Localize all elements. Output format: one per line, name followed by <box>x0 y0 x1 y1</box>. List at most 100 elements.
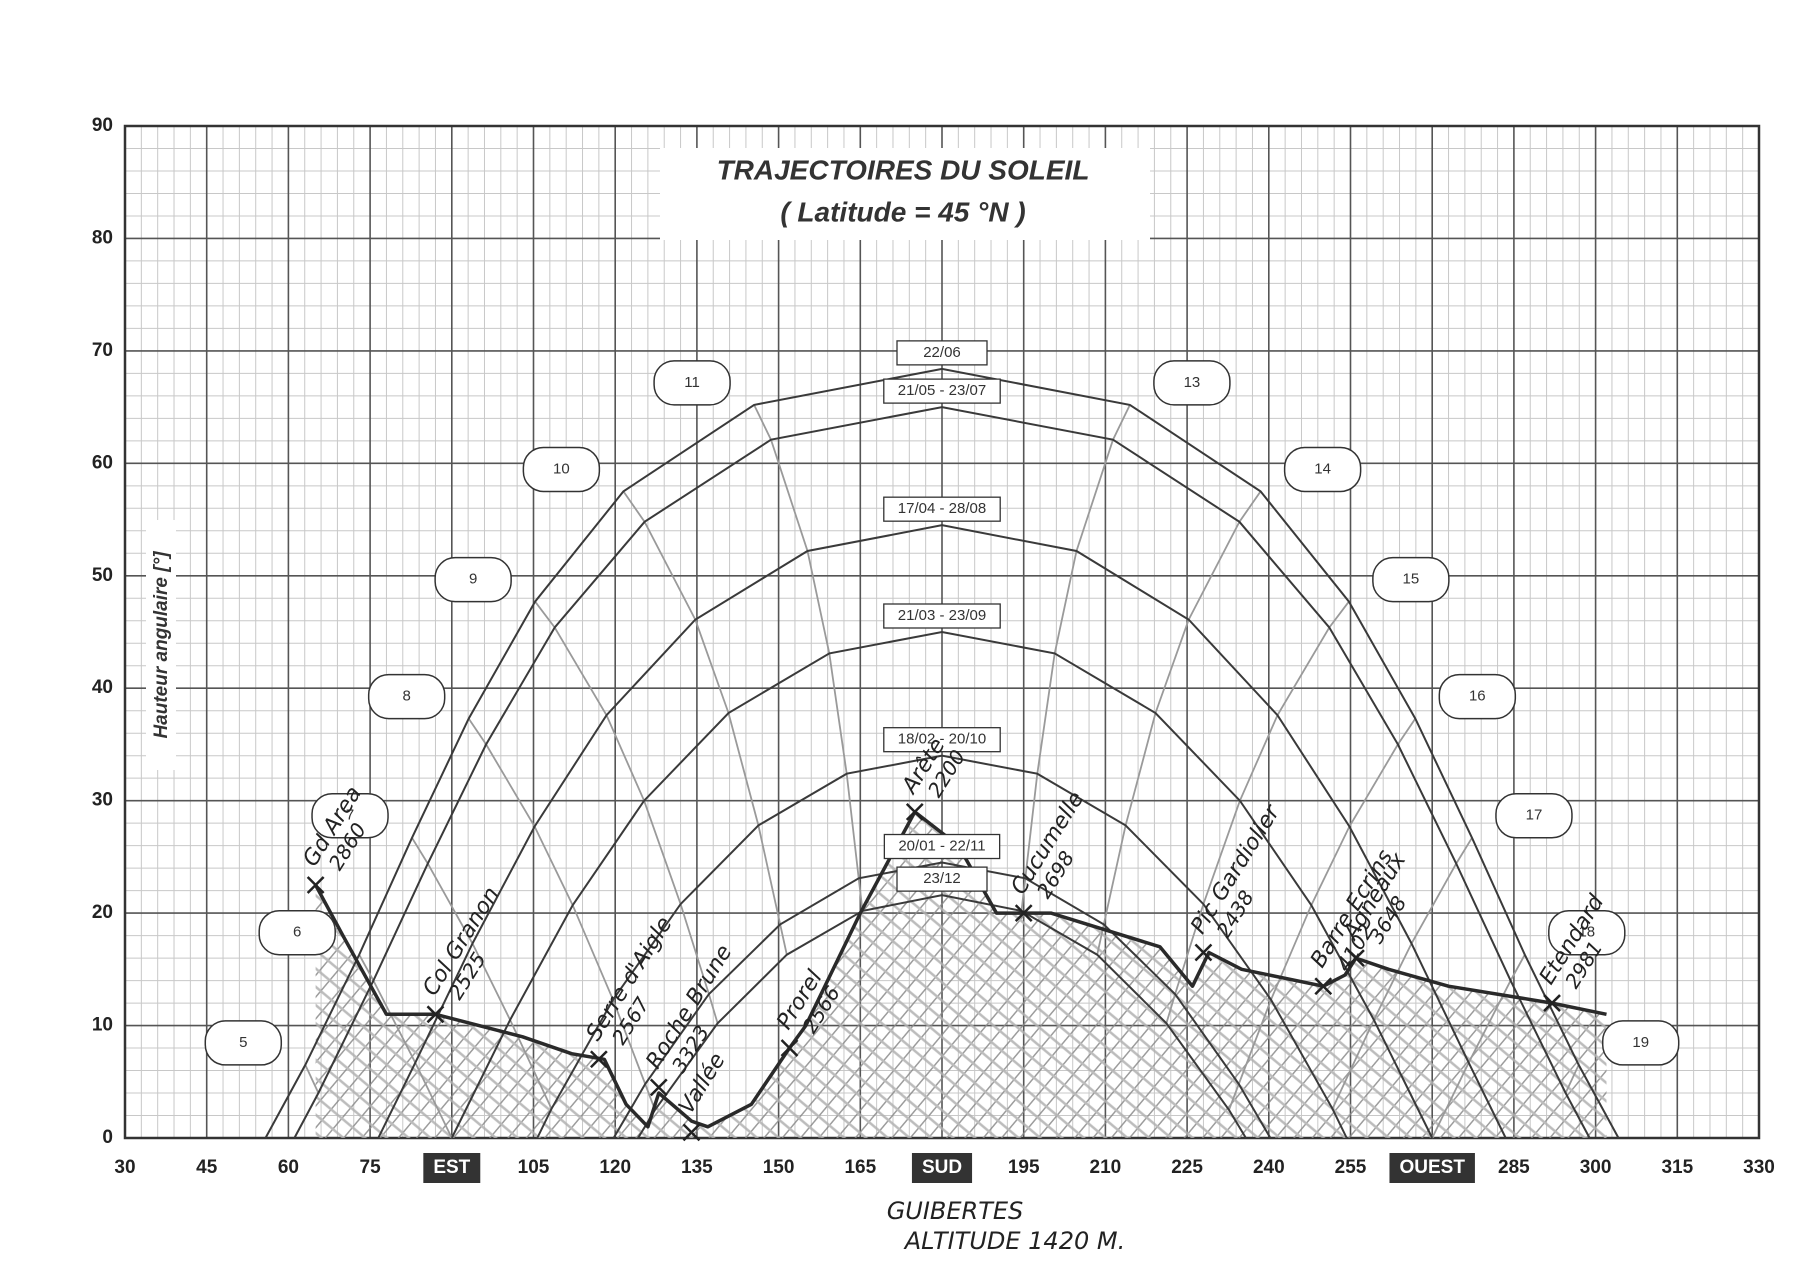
sun-path <box>612 861 1272 1139</box>
hour-label: 16 <box>1469 688 1486 705</box>
x-tick-label: 225 <box>1171 1157 1203 1178</box>
y-tick-label: 0 <box>102 1127 113 1148</box>
peak-marker <box>780 1039 799 1057</box>
peak-marker <box>1194 943 1213 962</box>
y-tick-label: 20 <box>92 902 113 923</box>
hour-label: 17 <box>1526 807 1543 824</box>
y-tick-label: 40 <box>92 677 113 698</box>
sun-path <box>536 754 1348 1139</box>
x-tick-label: 45 <box>196 1157 218 1178</box>
x-tick-label: OUEST <box>1399 1157 1465 1178</box>
peak-marker <box>1314 977 1333 996</box>
path-layer <box>264 367 1620 1139</box>
y-tick-label: 80 <box>92 227 113 248</box>
hour-bubble <box>1548 909 1626 956</box>
sun-path <box>637 894 1247 1139</box>
hour-bubble <box>1438 673 1517 720</box>
peak-marker <box>1014 904 1033 922</box>
hour-bubble <box>522 446 601 493</box>
date-label: 21/05 - 23/07 <box>898 382 986 399</box>
x-tick-label: 210 <box>1090 1157 1122 1178</box>
hour-line <box>358 954 453 1139</box>
date-box <box>883 496 1001 522</box>
sun-path <box>377 524 1507 1139</box>
sun-path <box>450 630 1434 1139</box>
hour-label: 11 <box>684 374 700 391</box>
sun-path <box>264 367 1620 1139</box>
x-tick-box <box>423 1153 481 1183</box>
x-tick-label: 315 <box>1661 1157 1693 1178</box>
x-tick-label: 165 <box>844 1157 876 1178</box>
x-tick-box <box>1389 1153 1475 1183</box>
hour-label: 10 <box>553 460 570 477</box>
hour-bubble <box>1283 446 1362 493</box>
hour-label: 19 <box>1632 1034 1649 1051</box>
caption-line: ALTITUDE 1420 M. <box>903 1227 1125 1255</box>
x-tick-label: EST <box>433 1157 470 1178</box>
title-box <box>660 148 1150 240</box>
hour-bubble <box>653 360 731 406</box>
hour-line <box>1431 954 1526 1139</box>
date-box <box>883 833 1001 860</box>
fill-layer <box>315 811 1607 1138</box>
y-tick-label: 60 <box>92 452 113 473</box>
hour-label: 8 <box>403 688 411 705</box>
x-tick-box <box>911 1153 973 1183</box>
y-label-box <box>146 520 176 770</box>
date-box <box>883 727 1001 753</box>
hour-bubble <box>434 556 512 603</box>
hour-line <box>304 1064 320 1094</box>
x-tick-label: SUD <box>922 1157 962 1178</box>
hour-bubble <box>311 793 389 839</box>
date-box <box>883 378 1001 404</box>
hour-line <box>1564 1064 1580 1094</box>
y-tick-label: 30 <box>92 790 113 811</box>
hour-label: 7 <box>346 807 354 824</box>
chart-subtitle: ( Latitude = 45 °N ) <box>780 196 1025 227</box>
hour-label: 18 <box>1578 924 1595 941</box>
x-tick-label: 120 <box>599 1157 631 1178</box>
x-tick-label: 105 <box>518 1157 550 1178</box>
hour-bubble <box>258 909 336 956</box>
date-box <box>896 866 988 892</box>
x-tick-label: 60 <box>278 1157 299 1178</box>
caption-line: GUIBERTES <box>887 1197 1024 1225</box>
hour-label: 13 <box>1184 374 1201 391</box>
x-tick-label: 75 <box>360 1157 382 1178</box>
date-label: 22/06 <box>923 344 961 361</box>
sun-path <box>293 406 1591 1139</box>
hour-label: 15 <box>1403 571 1420 588</box>
y-tick-label: 90 <box>92 115 113 136</box>
date-label: 23/12 <box>923 870 961 887</box>
date-label: 17/04 - 28/08 <box>898 500 986 517</box>
hour-label: 6 <box>293 924 301 941</box>
peak-marker <box>649 1078 668 1097</box>
date-label: 18/02 - 20/10 <box>898 731 986 748</box>
date-box <box>896 340 988 366</box>
hour-label: 9 <box>469 571 477 588</box>
horizon-area <box>315 811 1607 1138</box>
horizon-line <box>314 810 1607 1129</box>
x-tick-label: 255 <box>1335 1157 1367 1178</box>
hour-bubble <box>1372 556 1450 603</box>
hour-bubble <box>1601 1020 1680 1066</box>
y-tick-label: 50 <box>92 565 113 586</box>
x-tick-label: 300 <box>1580 1157 1612 1178</box>
hour-label: 14 <box>1314 460 1331 477</box>
peak-marker <box>589 1050 608 1069</box>
x-tick-label: 30 <box>114 1157 135 1178</box>
y-tick-label: 10 <box>92 1015 113 1036</box>
peak-marker <box>306 876 325 894</box>
x-tick-label: 285 <box>1498 1157 1530 1178</box>
hour-bubble <box>1153 360 1231 406</box>
hour-label: 5 <box>239 1034 247 1051</box>
x-tick-label: 330 <box>1743 1157 1775 1178</box>
hour-bubble <box>367 673 446 720</box>
date-box <box>883 603 1001 629</box>
date-label: 21/03 - 23/09 <box>898 607 986 624</box>
